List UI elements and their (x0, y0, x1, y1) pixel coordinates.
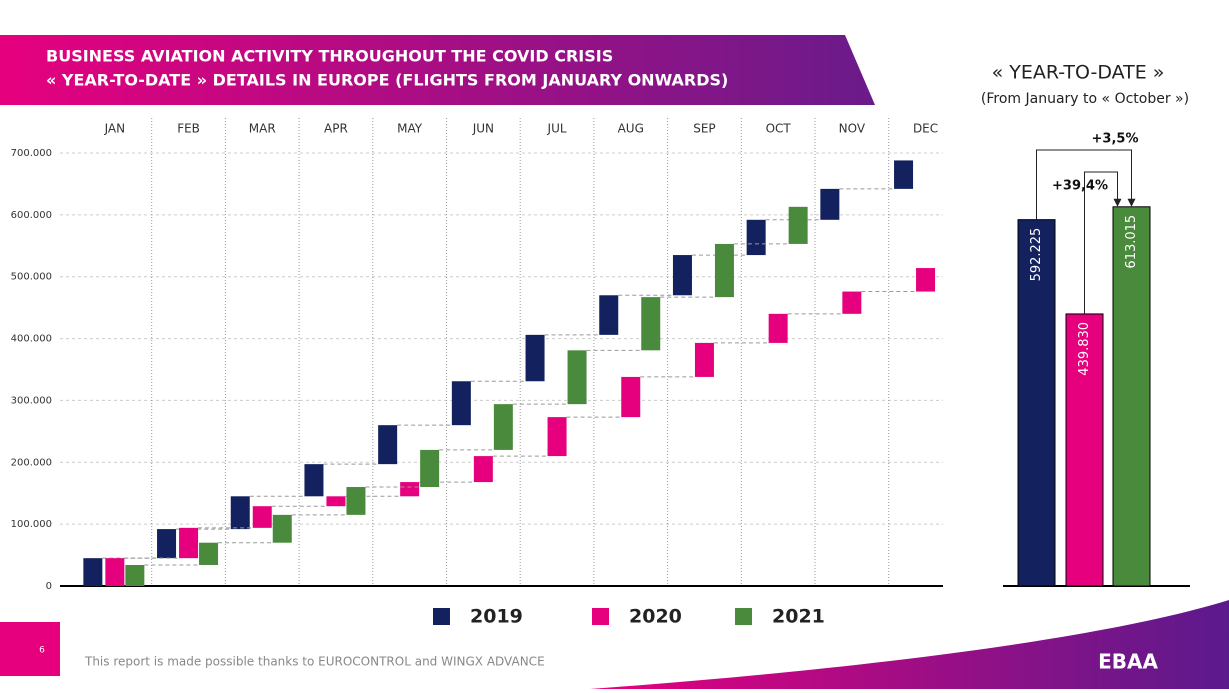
x-tick-label: FEB (177, 122, 200, 136)
waterfall-bar (272, 514, 292, 543)
waterfall-bar (547, 417, 567, 457)
waterfall-bar (252, 506, 272, 528)
waterfall-bar (346, 487, 366, 515)
ytd-value-label: 592.225 (1029, 228, 1044, 282)
y-tick-label: 0 (46, 581, 52, 592)
arrow-head (1127, 198, 1136, 207)
waterfall-bar (125, 564, 145, 586)
waterfall-bar (199, 542, 219, 565)
x-tick-label: JUL (547, 122, 567, 136)
x-tick-label: DEC (913, 122, 938, 136)
ytd-value-label: 613.015 (1124, 215, 1139, 269)
waterfall-bar (746, 219, 766, 256)
waterfall-bar (473, 456, 493, 483)
x-tick-label: AUG (618, 122, 644, 136)
waterfall-bar (788, 206, 808, 244)
waterfall-bar (672, 255, 692, 296)
ytd-value-label: 439.830 (1077, 322, 1092, 376)
ytd-bar (1017, 219, 1056, 587)
comparison-arrow (1084, 171, 1118, 314)
logo: EBAA (1098, 650, 1158, 674)
waterfall-bar (768, 313, 788, 343)
waterfall-bar (641, 297, 661, 351)
legend-label: 2020 (629, 606, 682, 628)
arrow-head (1113, 198, 1122, 207)
waterfall-bar (400, 482, 420, 497)
page-number: 6 (39, 646, 45, 656)
waterfall-bar (420, 449, 440, 488)
waterfall-bar (493, 404, 513, 450)
waterfall-bar (820, 188, 840, 220)
x-tick-label: APR (324, 122, 348, 136)
waterfall-bar (842, 291, 862, 314)
header-title: BUSINESS AVIATION ACTIVITY THROUGHOUT TH… (46, 47, 613, 66)
x-tick-label: OCT (766, 122, 792, 136)
waterfall-bar (179, 527, 199, 559)
waterfall-bar (916, 268, 936, 292)
legend-swatch (433, 608, 450, 625)
ytd-title: « YEAR-TO-DATE » (992, 62, 1165, 84)
legend-swatch (592, 608, 609, 625)
ytd-bar (1112, 206, 1151, 587)
y-tick-label: 400.000 (11, 334, 52, 345)
x-tick-label: MAR (249, 122, 276, 136)
ytd-bar (1065, 313, 1104, 587)
waterfall-bar (105, 558, 125, 586)
ytd-subtitle: (From January to « October ») (981, 91, 1189, 107)
comparison-label: +3,5% (1092, 132, 1139, 147)
legend-swatch (735, 608, 752, 625)
waterfall-bar (714, 243, 734, 298)
waterfall-bar (83, 558, 103, 586)
x-tick-label: JAN (104, 122, 126, 136)
page-box (0, 622, 60, 676)
footer-note: This report is made possible thanks to E… (84, 655, 545, 669)
waterfall-bar (599, 295, 619, 335)
y-tick-label: 600.000 (11, 210, 52, 221)
y-tick-label: 500.000 (11, 272, 52, 283)
waterfall-bar (326, 496, 346, 507)
waterfall-bar (525, 334, 545, 382)
y-tick-label: 300.000 (11, 395, 52, 406)
header-title: « YEAR-TO-DATE » DETAILS IN EUROPE (FLIG… (46, 71, 728, 90)
comparison-arrow (1036, 149, 1132, 220)
header-banner (0, 35, 875, 105)
legend-label: 2019 (470, 606, 523, 628)
waterfall-bar (304, 464, 324, 497)
waterfall-bar (230, 496, 250, 530)
waterfall-bar (894, 160, 914, 189)
waterfall-bar (378, 425, 398, 465)
waterfall-bar (694, 342, 714, 377)
y-tick-label: 200.000 (11, 457, 52, 468)
x-tick-label: SEP (693, 122, 715, 136)
comparison-label: +39,4% (1052, 179, 1108, 194)
x-tick-label: NOV (839, 122, 866, 136)
waterfall-bar (451, 381, 471, 426)
x-tick-label: MAY (397, 122, 423, 136)
x-tick-label: JUN (472, 122, 494, 136)
waterfall-bar (157, 529, 177, 559)
footer-swoosh (590, 600, 1229, 689)
waterfall-bar (567, 350, 587, 405)
y-tick-label: 700.000 (11, 148, 52, 159)
legend-label: 2021 (772, 606, 825, 628)
y-tick-label: 100.000 (11, 519, 52, 530)
waterfall-bar (621, 376, 641, 418)
